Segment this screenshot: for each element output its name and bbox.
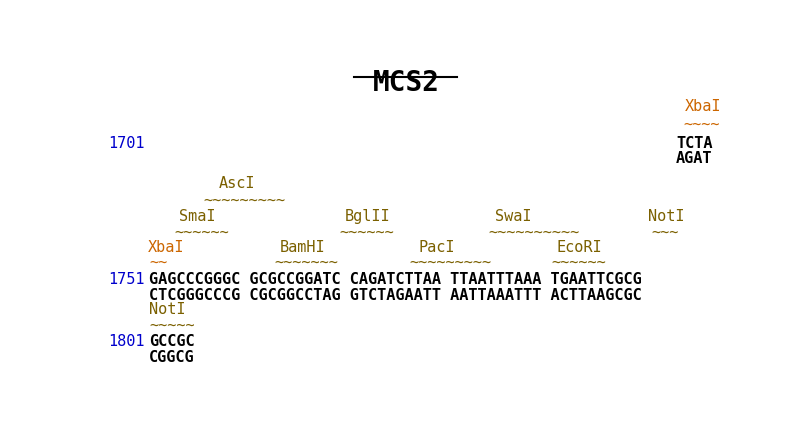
Text: TCTA: TCTA: [676, 136, 713, 151]
Text: ~~~~~~: ~~~~~~: [174, 225, 229, 239]
Text: ~~: ~~: [150, 255, 168, 270]
Text: NotI: NotI: [649, 209, 685, 224]
Text: ~~~~: ~~~~: [683, 117, 720, 132]
Text: ~~~~~: ~~~~~: [150, 317, 195, 332]
Text: MCS2: MCS2: [372, 69, 440, 97]
Text: ~~~~~~: ~~~~~~: [340, 225, 394, 239]
Text: GAGCCCGGGC GCGCCGGATC CAGATCTTAA TTAATTTAAA TGAATTCGCG: GAGCCCGGGC GCGCCGGATC CAGATCTTAA TTAATTT…: [150, 271, 642, 287]
Text: BamHI: BamHI: [280, 240, 326, 255]
Text: ~~~~~~~~~: ~~~~~~~~~: [409, 255, 492, 270]
Text: SmaI: SmaI: [179, 209, 215, 224]
Text: GCCGC: GCCGC: [150, 334, 195, 349]
Text: CGGCG: CGGCG: [150, 350, 195, 365]
Text: 1701: 1701: [109, 136, 145, 151]
Text: EcoRI: EcoRI: [556, 240, 602, 255]
Text: ~~~~~~~~~~: ~~~~~~~~~~: [489, 225, 580, 239]
Text: XbaI: XbaI: [685, 99, 722, 114]
Text: XbaI: XbaI: [148, 240, 185, 255]
Text: ~~~~~~~~~: ~~~~~~~~~: [204, 193, 285, 208]
Text: ~~~: ~~~: [652, 225, 679, 239]
Text: AscI: AscI: [219, 176, 255, 191]
Text: ~~~~~~: ~~~~~~: [551, 255, 606, 270]
Text: 1751: 1751: [109, 271, 145, 287]
Text: SwaI: SwaI: [495, 209, 531, 224]
Text: CTCGGGCCCG CGCGGCCTAG GTCTAGAATT AATTAAATTT ACTTAAGCGC: CTCGGGCCCG CGCGGCCTAG GTCTAGAATT AATTAAA…: [150, 288, 642, 303]
Text: 1801: 1801: [109, 334, 145, 349]
Text: BglII: BglII: [345, 209, 390, 224]
Text: AGAT: AGAT: [676, 151, 713, 166]
Text: PacI: PacI: [418, 240, 455, 255]
Text: ~~~~~~~: ~~~~~~~: [275, 255, 338, 270]
Text: NotI: NotI: [150, 302, 186, 317]
